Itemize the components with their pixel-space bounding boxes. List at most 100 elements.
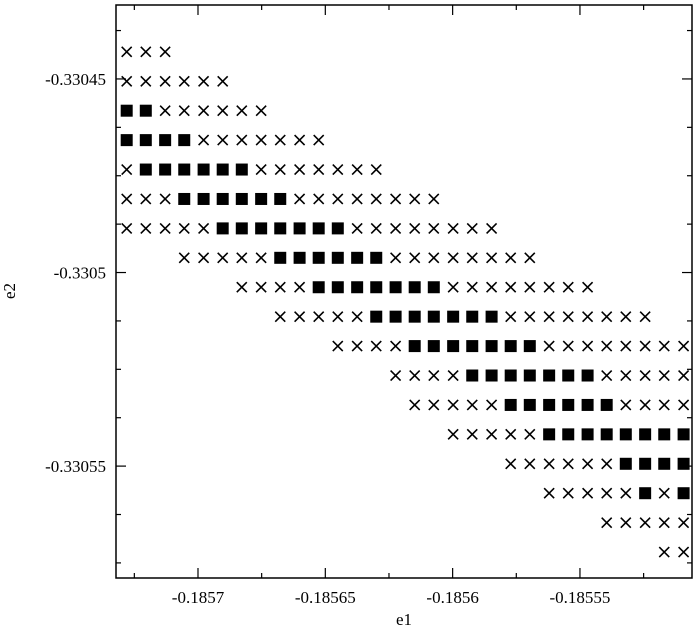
cross-marker <box>428 369 440 382</box>
cross-marker <box>198 105 210 117</box>
square-marker <box>255 222 268 235</box>
cross-marker <box>486 222 498 234</box>
cross-marker <box>217 75 229 87</box>
cross-marker <box>505 458 517 470</box>
cross-marker <box>658 517 670 529</box>
y-axis-label: e2 <box>0 283 19 299</box>
square-marker <box>120 134 133 147</box>
cross-marker <box>159 105 171 117</box>
square-marker <box>293 222 306 235</box>
square-marker <box>639 487 652 500</box>
cross-marker <box>658 546 670 558</box>
y-tick-label: -0.33045 <box>45 70 106 89</box>
cross-marker <box>159 75 171 87</box>
cross-marker <box>447 428 459 440</box>
cross-marker <box>332 311 344 323</box>
cross-marker <box>255 134 267 146</box>
cross-marker <box>351 222 363 234</box>
cross-marker <box>620 399 632 411</box>
cross-marker <box>370 222 382 234</box>
square-marker <box>562 428 575 441</box>
square-marker <box>504 398 517 411</box>
square-marker <box>427 340 440 353</box>
cross-marker <box>140 75 152 87</box>
cross-marker <box>466 428 478 440</box>
cross-marker <box>198 222 210 234</box>
cross-marker <box>255 281 267 293</box>
cross-marker <box>294 311 306 323</box>
cross-marker <box>255 252 267 264</box>
square-marker <box>523 340 536 353</box>
cross-marker <box>121 222 133 234</box>
cross-marker <box>236 134 248 146</box>
cross-marker <box>447 399 459 411</box>
square-marker <box>331 222 344 235</box>
square-marker <box>447 310 460 323</box>
cross-marker <box>658 369 670 382</box>
cross-marker <box>255 163 267 176</box>
cross-marker <box>524 458 536 470</box>
square-marker <box>466 310 479 323</box>
square-marker <box>351 251 364 264</box>
square-marker <box>178 134 191 147</box>
cross-marker <box>562 340 574 352</box>
square-marker <box>139 134 152 147</box>
cross-marker <box>505 252 517 264</box>
cross-marker <box>601 458 613 470</box>
cross-marker <box>486 399 498 411</box>
square-marker <box>159 163 172 176</box>
cross-marker <box>562 311 574 323</box>
cross-marker <box>524 428 536 440</box>
square-marker <box>427 310 440 323</box>
cross-marker <box>236 252 248 264</box>
square-marker <box>581 428 594 441</box>
x-tick-label: -0.1856 <box>426 588 478 607</box>
square-marker <box>351 281 364 294</box>
square-marker <box>504 340 517 353</box>
cross-marker <box>351 311 363 323</box>
square-marker <box>658 428 671 441</box>
cross-marker <box>198 134 210 146</box>
square-marker <box>331 281 344 294</box>
cross-marker <box>178 105 190 117</box>
cross-marker <box>370 193 382 205</box>
cross-marker <box>658 340 670 352</box>
cross-marker <box>601 487 613 499</box>
square-marker <box>581 369 594 382</box>
square-marker <box>619 457 632 470</box>
square-marker <box>216 163 229 176</box>
square-marker <box>216 222 229 235</box>
cross-marker <box>447 252 459 264</box>
square-marker <box>600 428 613 441</box>
cross-marker <box>658 487 670 499</box>
cross-marker <box>409 252 421 264</box>
cross-marker <box>486 252 498 264</box>
square-marker <box>581 398 594 411</box>
cross-marker <box>466 222 478 234</box>
square-marker <box>274 251 287 264</box>
cross-marker <box>236 281 248 293</box>
square-marker <box>408 281 421 294</box>
cross-marker <box>409 222 421 234</box>
x-axis-label: e1 <box>396 610 412 629</box>
cross-marker <box>543 458 555 470</box>
square-marker <box>504 369 517 382</box>
cross-marker <box>274 134 286 146</box>
cross-marker <box>620 517 632 529</box>
square-marker <box>255 192 268 205</box>
square-marker <box>178 192 191 205</box>
cross-marker <box>121 163 133 176</box>
square-marker <box>389 310 402 323</box>
cross-marker <box>620 487 632 499</box>
cross-marker <box>121 75 133 87</box>
cross-marker <box>620 311 632 323</box>
cross-marker <box>639 399 651 411</box>
cross-marker <box>370 340 382 352</box>
square-marker <box>370 281 383 294</box>
cross-marker <box>466 252 478 264</box>
cross-marker <box>543 487 555 499</box>
cross-marker <box>313 193 325 205</box>
square-marker <box>466 340 479 353</box>
